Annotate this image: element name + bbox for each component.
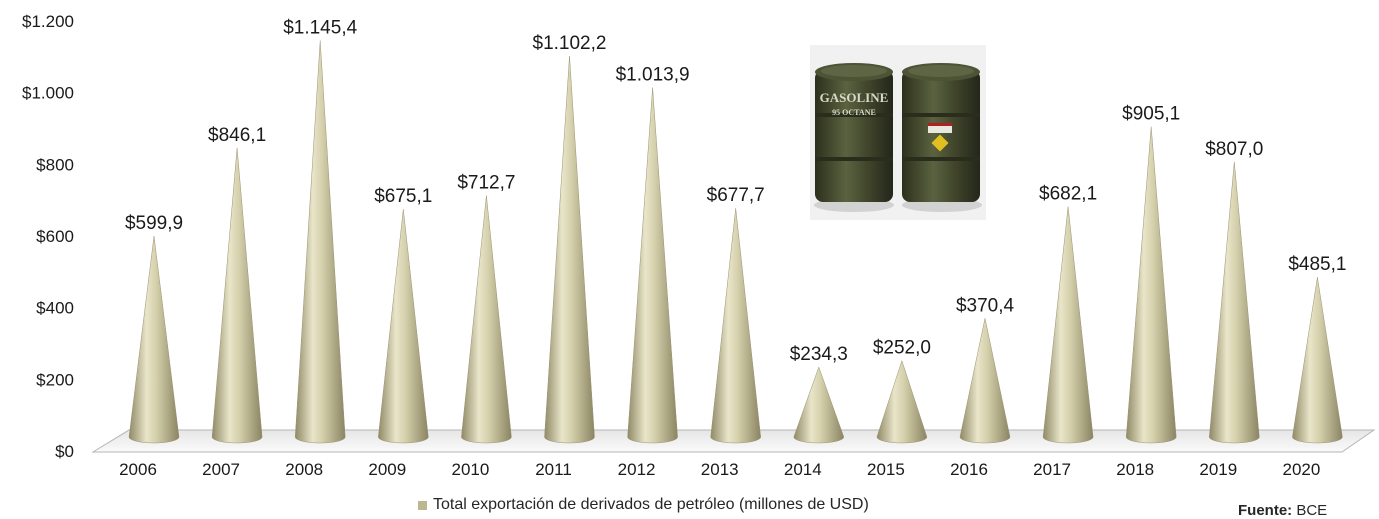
data-label: $1.102,2 [533,33,607,54]
x-tick-label: 2019 [1199,460,1237,479]
y-tick-label: $1.200 [22,12,74,31]
cone-bar [793,366,845,444]
x-tick-label: 2008 [285,460,323,479]
svg-text:GASOLINE: GASOLINE [820,90,889,105]
x-tick-label: 2017 [1033,460,1071,479]
data-label: $846,1 [208,125,266,146]
cone-bar [710,208,761,444]
x-tick-label: 2010 [451,460,489,479]
x-tick-label: 2006 [119,460,157,479]
data-label: $234,3 [790,344,848,365]
data-label: $485,1 [1288,254,1346,275]
source-value: BCE [1296,502,1328,519]
cone-bar [959,318,1011,444]
plot-area [128,40,1343,444]
svg-text:95 OCTANE: 95 OCTANE [832,108,876,117]
cone-bar [211,147,263,444]
y-tick-label: $0 [55,442,74,461]
legend-swatch [418,500,427,510]
cone-bar [1292,277,1343,444]
x-tick-label: 2015 [867,460,905,479]
cone-bar [544,56,595,444]
data-label: $675,1 [374,186,432,207]
data-label: $905,1 [1122,104,1180,125]
cone-bar [1042,206,1094,444]
x-tick-label: 2013 [701,460,739,479]
data-label: $252,0 [873,338,931,359]
cone-bar [461,195,512,444]
y-tick-label: $800 [36,155,74,174]
cone-bar [1125,126,1177,444]
cone-bar [627,87,678,444]
data-labels: $599,9 $846,1 $1.145,4 $675,1 $712,7 $1.102,2… [125,18,1347,365]
data-label: $599,9 [125,213,183,234]
gasoline-barrels-image: GASOLINE 95 OCTANE [810,45,986,220]
cone-bar [128,236,180,444]
data-label: $1.013,9 [616,65,690,86]
y-axis: $0 $200 $400 $600 $800 $1.000 $1.200 [22,12,74,461]
x-tick-label: 2012 [618,460,656,479]
cone-bar [378,209,429,444]
x-tick-label: 2009 [368,460,406,479]
y-tick-label: $200 [36,370,74,389]
data-label: $1.145,4 [283,18,357,39]
legend: Total exportación de derivados de petról… [418,496,869,514]
x-tick-label: 2018 [1116,460,1154,479]
cone-bar [1209,161,1260,444]
source-note: Fuente: BCE [1238,502,1327,519]
data-label: $677,7 [707,185,765,206]
y-tick-label: $1.000 [22,84,74,103]
data-label: $712,7 [457,173,515,194]
x-axis: 2006 2007 2008 2009 2010 2011 2012 2013 2014 2015… [119,460,1320,479]
cone-bar [876,359,928,444]
x-tick-label: 2011 [535,460,572,479]
legend-label: Total exportación de derivados de petról… [433,496,869,513]
data-label: $682,1 [1039,184,1097,205]
data-label: $807,0 [1205,139,1263,160]
x-tick-label: 2014 [784,460,822,479]
source-label: Fuente: [1238,502,1293,519]
y-tick-label: $600 [36,227,74,246]
x-tick-label: 2016 [950,460,988,479]
cone-bar [294,40,346,444]
x-tick-label: 2007 [202,460,240,479]
x-tick-label: 2020 [1282,460,1320,479]
data-label: $370,4 [956,295,1015,316]
y-tick-label: $400 [36,299,74,318]
